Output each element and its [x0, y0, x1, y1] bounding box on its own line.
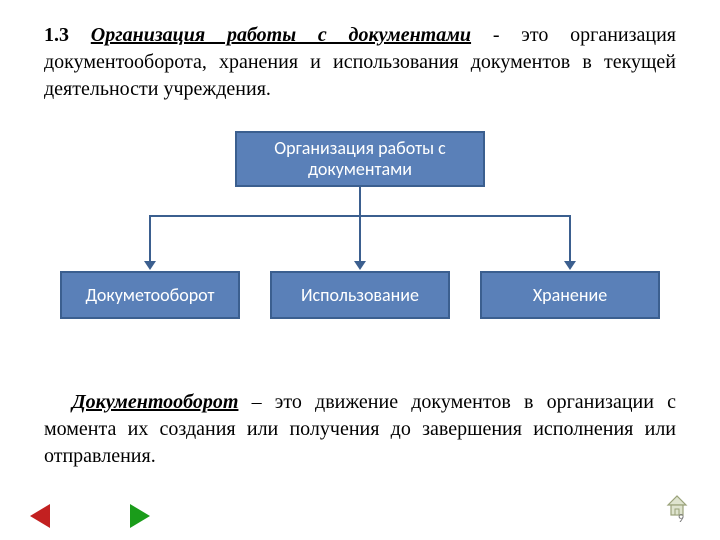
heading-number: 1.3 [44, 24, 69, 46]
chart-connector [569, 215, 571, 261]
chart-connector [359, 215, 361, 261]
chart-child-box: Докуметооборот [60, 271, 240, 319]
definition-term: Документооборот [72, 391, 238, 413]
chart-connector [149, 215, 151, 261]
prev-arrow-icon[interactable] [30, 504, 50, 528]
chart-arrow-icon [144, 261, 156, 270]
heading-title: Организация работы с документами [91, 24, 471, 46]
definition-paragraph: Документооборот – это движение документо… [44, 389, 676, 470]
org-chart: Организация работы с документами Докумето… [60, 131, 660, 351]
chart-child-box: Использование [270, 271, 450, 319]
chart-connector [359, 187, 361, 215]
chart-arrow-icon [564, 261, 576, 270]
heading-dash: - [493, 24, 500, 46]
page-number: 9 [678, 512, 684, 526]
next-arrow-icon[interactable] [130, 504, 150, 528]
chart-child-box: Хранение [480, 271, 660, 319]
heading-paragraph: 1.3 Организация работы с документами - э… [44, 22, 676, 103]
chart-root-box: Организация работы с документами [235, 131, 485, 187]
chart-arrow-icon [354, 261, 366, 270]
